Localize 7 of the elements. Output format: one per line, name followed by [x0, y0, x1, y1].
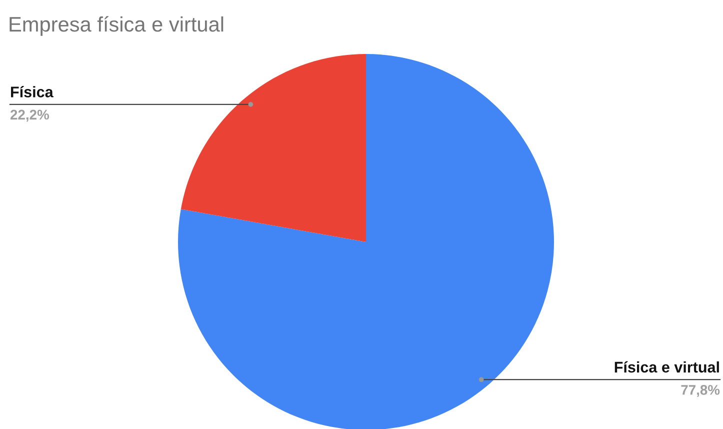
- slice-label: Física e virtual: [614, 361, 719, 373]
- data-label: 22,2%: [10, 110, 50, 122]
- data-label: 77,8%: [681, 384, 720, 397]
- pie-slice: [178, 54, 554, 429]
- pie-slice: [180, 54, 366, 242]
- slice-label: Física: [11, 86, 54, 98]
- chart-title: Empresa física e virtual: [10, 16, 224, 36]
